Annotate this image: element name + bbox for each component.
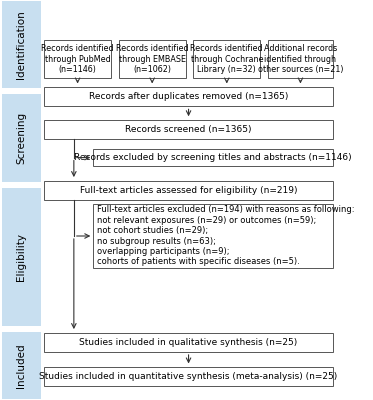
FancyBboxPatch shape <box>44 333 333 352</box>
Text: Additional records
identified through
other sources (n=21): Additional records identified through ot… <box>258 44 343 74</box>
FancyBboxPatch shape <box>2 94 41 182</box>
Text: Included: Included <box>16 343 26 388</box>
Text: Records after duplicates removed (n=1365): Records after duplicates removed (n=1365… <box>89 92 288 101</box>
Text: Screening: Screening <box>16 112 26 164</box>
Text: Records identified
through EMBASE
(n=1062): Records identified through EMBASE (n=106… <box>116 44 188 74</box>
FancyBboxPatch shape <box>44 181 333 200</box>
Text: Identification: Identification <box>16 10 26 79</box>
Text: Records screened (n=1365): Records screened (n=1365) <box>125 125 252 134</box>
FancyBboxPatch shape <box>119 40 186 78</box>
FancyBboxPatch shape <box>93 204 333 268</box>
FancyBboxPatch shape <box>2 332 41 399</box>
FancyBboxPatch shape <box>44 40 111 78</box>
FancyBboxPatch shape <box>268 40 333 78</box>
FancyBboxPatch shape <box>2 1 41 88</box>
FancyBboxPatch shape <box>44 87 333 106</box>
FancyBboxPatch shape <box>44 120 333 139</box>
Text: Records identified
through Cochrane
Library (n=32): Records identified through Cochrane Libr… <box>191 44 263 74</box>
Text: Studies included in quantitative synthesis (meta-analysis) (n=25): Studies included in quantitative synthes… <box>40 372 338 381</box>
Text: Studies included in qualitative synthesis (n=25): Studies included in qualitative synthesi… <box>79 338 298 347</box>
Text: Records identified
through PubMed
(n=1146): Records identified through PubMed (n=114… <box>41 44 114 74</box>
Text: Records excluded by screening titles and abstracts (n=1146): Records excluded by screening titles and… <box>74 153 352 162</box>
FancyBboxPatch shape <box>44 367 333 386</box>
Text: Full-text articles assessed for eligibility (n=219): Full-text articles assessed for eligibil… <box>80 186 297 195</box>
FancyBboxPatch shape <box>93 149 333 166</box>
Text: Eligibility: Eligibility <box>16 233 26 281</box>
Text: Full-text articles excluded (n=194) with reasons as following:
not relevant expo: Full-text articles excluded (n=194) with… <box>97 206 354 266</box>
FancyBboxPatch shape <box>2 188 41 326</box>
FancyBboxPatch shape <box>193 40 260 78</box>
